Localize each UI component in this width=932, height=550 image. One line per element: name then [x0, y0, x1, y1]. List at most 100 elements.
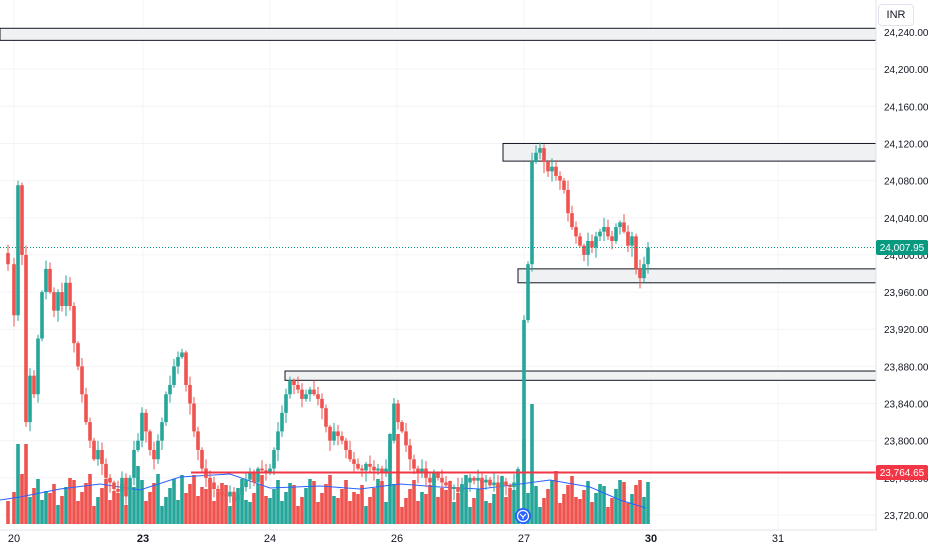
- volume-bar: [172, 479, 176, 524]
- time-axis[interactable]: 20 23 24 26 27 30 31: [8, 533, 784, 545]
- candle-body: [380, 468, 384, 474]
- volume-bar: [590, 502, 594, 524]
- candle-body: [40, 292, 44, 339]
- candle-body: [504, 481, 508, 486]
- volume-bar: [56, 505, 60, 524]
- volume-bar: [360, 485, 364, 524]
- candle-body: [488, 479, 492, 486]
- candle-body: [164, 394, 168, 423]
- price-tick-label: 24,080.00: [884, 177, 929, 188]
- volume-bar: [156, 474, 160, 524]
- volume-bar: [288, 483, 292, 524]
- candle-body: [526, 264, 530, 320]
- volume-bar: [558, 503, 562, 524]
- volume-bar: [36, 479, 40, 524]
- candle-body: [496, 482, 500, 488]
- volume-bar: [116, 493, 120, 524]
- candle-body: [300, 389, 304, 399]
- candle-body: [60, 292, 64, 307]
- volume-bar: [444, 490, 448, 524]
- volume-bar: [68, 478, 72, 524]
- volume-bar: [268, 498, 272, 524]
- price-tick-label: 23,800.00: [884, 437, 929, 448]
- candle-body: [244, 479, 248, 488]
- price-tick-label: 23,840.00: [884, 400, 929, 411]
- volume-bar: [188, 484, 192, 524]
- volume-bar: [638, 480, 642, 524]
- time-tick-label: 26: [391, 533, 403, 545]
- candle-body: [112, 482, 116, 489]
- volume-bar: [646, 482, 650, 524]
- volume-bar: [472, 498, 476, 524]
- last-price-label: 24,007.95: [880, 243, 925, 254]
- volume-bar: [578, 499, 582, 524]
- candle-body: [456, 487, 460, 492]
- candle-body: [188, 384, 192, 404]
- price-tick-label: 23,720.00: [884, 511, 929, 522]
- candle-body: [332, 431, 336, 441]
- candle-body: [192, 403, 196, 432]
- volume-bar: [622, 482, 626, 524]
- candle-body: [516, 473, 520, 483]
- volume-bar: [312, 481, 316, 524]
- volume-bar: [614, 489, 618, 524]
- volume-bar: [196, 496, 200, 524]
- candle-body: [180, 352, 184, 358]
- candle-body: [420, 468, 424, 474]
- candle-body: [582, 245, 586, 255]
- candle-body: [388, 440, 392, 469]
- candle-body: [542, 148, 546, 163]
- volume-bar: [550, 480, 554, 524]
- volume-bar: [108, 500, 112, 524]
- candle-body: [96, 449, 100, 460]
- volume-bar: [316, 502, 320, 524]
- candle-body: [272, 449, 276, 469]
- candle-body: [296, 384, 300, 390]
- volume-bar: [296, 506, 300, 524]
- volume-bar: [542, 498, 546, 524]
- candle-body: [36, 338, 40, 395]
- volume-bar: [432, 476, 436, 524]
- volume-bar: [526, 493, 530, 524]
- currency-button[interactable]: INR: [878, 4, 914, 26]
- price-tick-label: 24,160.00: [884, 102, 929, 113]
- candle-body: [566, 189, 570, 214]
- volume-bar: [148, 492, 152, 524]
- volume-bar: [452, 502, 456, 524]
- candle-body: [24, 254, 28, 423]
- volume-bar: [20, 474, 24, 524]
- volume-bar: [388, 434, 392, 524]
- volume-bar: [594, 493, 598, 524]
- volume-bar: [80, 492, 84, 524]
- volume-bar: [356, 494, 360, 524]
- volume-bar: [320, 493, 324, 524]
- volume-bar: [416, 501, 420, 524]
- volume-bar: [456, 493, 460, 524]
- candle-body: [538, 148, 542, 153]
- volume-bar: [104, 479, 108, 524]
- volume-bar: [60, 496, 64, 524]
- candle-body: [248, 473, 252, 480]
- time-tick-label: 31: [772, 533, 784, 545]
- candle-body: [228, 491, 232, 497]
- candle-body: [476, 477, 480, 481]
- candle-body: [144, 412, 148, 432]
- candle-body: [76, 343, 80, 367]
- volume-bar: [516, 469, 520, 524]
- volume-bar: [40, 500, 44, 524]
- price-axis[interactable]: 24,240.00 24,200.00 24,160.00 24,120.00 24,0…: [0, 0, 929, 531]
- candle-body: [292, 380, 296, 385]
- volume-bar: [6, 501, 10, 524]
- candle-body: [344, 440, 348, 450]
- candle-body: [554, 166, 558, 176]
- supply-demand-zones[interactable]: [0, 27, 877, 381]
- volume-bar: [508, 488, 512, 524]
- volume-bar: [164, 497, 168, 524]
- volume-bar: [566, 485, 570, 524]
- candle-body: [28, 375, 32, 423]
- volume-bar: [500, 476, 504, 524]
- volume-bar: [224, 485, 228, 524]
- event-marker[interactable]: [515, 508, 531, 524]
- volume-bar: [28, 497, 32, 524]
